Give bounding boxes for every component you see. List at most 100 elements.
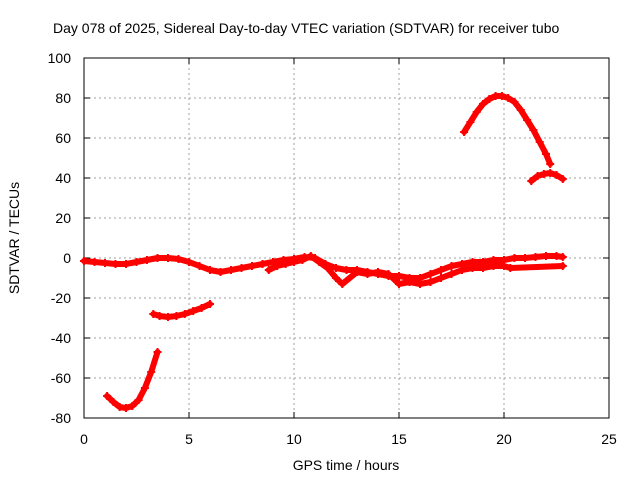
y-tick-label: 40 <box>55 170 71 186</box>
data-point <box>447 270 456 278</box>
data-point <box>195 262 204 270</box>
y-tick-label: -40 <box>51 330 71 346</box>
data-point <box>353 268 361 276</box>
data-point <box>542 252 550 260</box>
data-point <box>460 128 469 136</box>
y-tick-label: 80 <box>55 90 71 106</box>
data-point <box>552 171 561 179</box>
y-tick-label: 20 <box>55 210 71 226</box>
x-tick-label: 5 <box>185 431 193 447</box>
data-point <box>426 278 435 286</box>
x-tick-label: 15 <box>391 431 407 447</box>
data-point <box>90 258 99 266</box>
data-point <box>510 98 519 106</box>
data-point <box>510 254 519 262</box>
data-point <box>342 266 351 274</box>
data-point <box>109 398 118 406</box>
data-point <box>374 268 382 276</box>
data-point <box>405 278 414 286</box>
plot-frame <box>83 57 610 419</box>
data-point <box>521 254 529 262</box>
y-tick-label: -60 <box>51 370 71 386</box>
y-tick-label: 60 <box>55 130 71 146</box>
data-point <box>546 160 555 168</box>
data-point <box>298 256 307 264</box>
data-point <box>174 255 183 263</box>
data-point <box>227 266 235 274</box>
data-point <box>128 402 137 410</box>
x-axis-label: GPS time / hours <box>293 457 400 473</box>
x-tick-label: 20 <box>496 431 512 447</box>
data-point <box>437 274 445 282</box>
data-point <box>153 254 162 262</box>
axis-ticks: 0 5 10 15 20 25 -80 -60 -40 -20 0 20 40 60 80 100 <box>48 50 617 447</box>
data-point <box>143 256 151 264</box>
data-point <box>248 262 256 270</box>
data-point <box>290 258 298 266</box>
data-point <box>535 138 544 146</box>
data-point <box>258 260 267 268</box>
data-point <box>140 384 149 392</box>
data-point <box>506 264 515 272</box>
data-point <box>533 172 542 180</box>
data-point <box>185 258 193 266</box>
data-point <box>164 254 172 262</box>
data-point <box>437 266 445 274</box>
data-point <box>479 264 487 272</box>
data-point <box>103 392 112 400</box>
data-point <box>206 266 214 274</box>
data-point <box>147 368 156 376</box>
data-point <box>132 258 141 266</box>
data-point <box>542 150 550 158</box>
x-tick-label: 0 <box>80 431 88 447</box>
y-tick-label: 100 <box>48 50 72 66</box>
data-point <box>466 118 475 126</box>
y-tick-label: -20 <box>51 290 71 306</box>
data-point <box>546 169 555 177</box>
data-point <box>447 262 456 270</box>
data-point <box>189 307 198 315</box>
data-point <box>153 348 162 356</box>
y-axis-label: SDTVAR / TECUs <box>6 182 22 294</box>
data-point <box>164 313 172 321</box>
data-point <box>155 312 164 320</box>
data-point <box>485 95 494 103</box>
data-point <box>489 262 498 270</box>
data-point <box>332 274 340 282</box>
data-point <box>558 175 567 183</box>
data-point <box>216 268 225 276</box>
data-point <box>172 312 181 320</box>
data-point <box>479 100 487 108</box>
data-point <box>458 266 466 274</box>
data-point <box>281 260 290 268</box>
series-line <box>104 349 161 411</box>
data-point <box>527 177 536 185</box>
y-tick-label: 0 <box>63 250 71 266</box>
data-point <box>529 126 538 134</box>
chart-title: Day 078 of 2025, Sidereal Day-to-day VTE… <box>53 20 560 36</box>
data-point <box>134 396 143 404</box>
data-point <box>197 304 206 312</box>
data-point <box>111 260 120 268</box>
data-point <box>426 270 435 278</box>
data-point <box>558 262 567 270</box>
data-point <box>416 280 424 288</box>
data-point <box>306 252 315 260</box>
data-point <box>315 258 324 266</box>
data-point <box>122 260 130 268</box>
data-point <box>206 300 214 308</box>
data-point <box>472 108 481 116</box>
data-point <box>523 116 532 124</box>
data-point <box>269 258 277 266</box>
data-point <box>384 270 393 278</box>
data-point <box>497 92 506 100</box>
grid <box>84 58 609 418</box>
data-point <box>101 259 109 267</box>
data-point <box>395 272 403 280</box>
data-point <box>122 404 130 412</box>
data-point <box>500 262 508 270</box>
data-point <box>338 280 347 288</box>
data-point <box>180 310 189 318</box>
data-point <box>504 94 513 102</box>
